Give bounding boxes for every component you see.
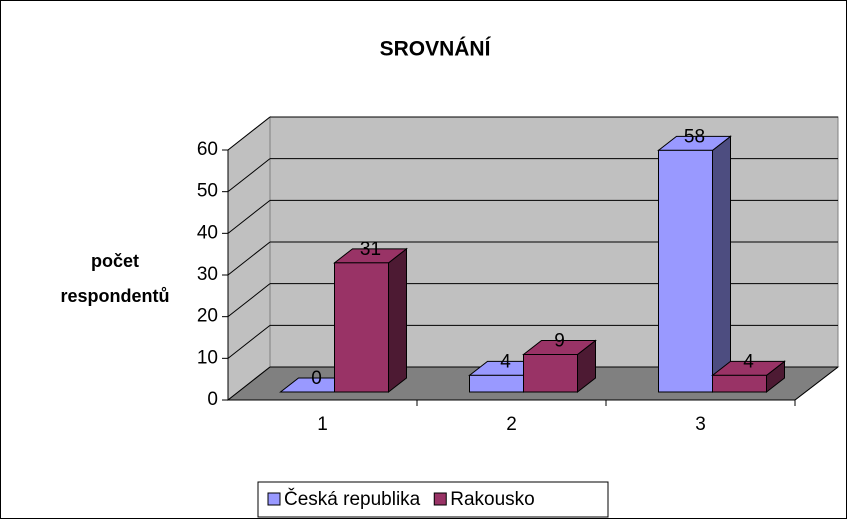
data-label: 9	[554, 331, 565, 352]
data-label: 31	[360, 239, 381, 260]
grid-line	[227, 116, 271, 151]
x-tick-label: 3	[695, 414, 706, 435]
bar	[658, 149, 713, 393]
y-tick-label: 0	[207, 389, 218, 410]
bar-side	[388, 247, 407, 394]
data-label: 4	[743, 351, 754, 372]
grid-line	[227, 366, 271, 401]
data-label: 4	[500, 351, 511, 372]
x-axis	[794, 366, 839, 401]
grid-line	[227, 283, 271, 318]
bar	[469, 374, 524, 393]
grid-line	[227, 241, 271, 276]
y-tick-label: 50	[197, 181, 218, 202]
y-axis-title: počet	[91, 251, 139, 271]
bar-side	[712, 135, 731, 394]
chart-title: SROVNÁNÍ	[380, 38, 492, 61]
legend-swatch	[433, 492, 447, 506]
y-tick-label: 60	[197, 139, 218, 160]
x-tick-label: 2	[506, 414, 517, 435]
y-tick-label: 10	[197, 347, 218, 368]
legend-label: Rakousko	[450, 489, 535, 510]
legend-label: Česká republika	[284, 488, 421, 510]
legend-box	[257, 481, 609, 518]
bar	[523, 354, 578, 393]
y-axis-title: respondentů	[60, 286, 169, 306]
data-label: 0	[311, 368, 322, 389]
data-label: 58	[684, 126, 705, 147]
grid-line	[227, 158, 271, 193]
grid-line	[227, 324, 271, 359]
y-tick-label: 30	[197, 264, 218, 285]
y-tick-label: 20	[197, 306, 218, 327]
x-tick-label: 1	[317, 414, 328, 435]
bar	[334, 262, 389, 393]
y-tick-label: 40	[197, 222, 218, 243]
legend-swatch	[267, 492, 281, 506]
bar	[712, 374, 767, 393]
grid-line	[227, 199, 271, 234]
